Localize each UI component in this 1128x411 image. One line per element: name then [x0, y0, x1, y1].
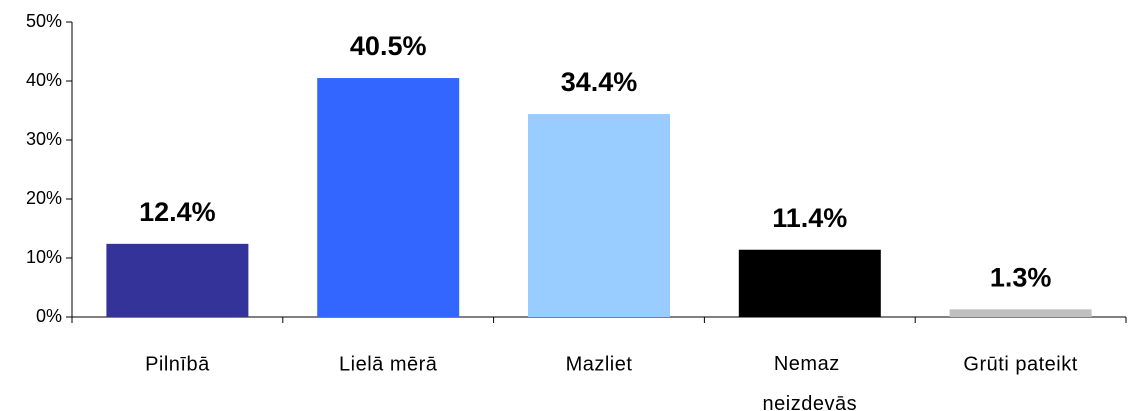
x-tick-label: Mazliet — [566, 353, 633, 375]
y-tick-label: 10% — [26, 247, 62, 267]
y-tick-label: 30% — [26, 129, 62, 149]
y-tick-label: 0% — [36, 306, 62, 326]
value-label: 12.4% — [139, 197, 216, 227]
bar — [528, 114, 670, 317]
bar — [949, 309, 1092, 317]
bar — [738, 249, 881, 317]
bar — [317, 78, 460, 317]
x-tick-label: Grūti pateikt — [963, 353, 1077, 375]
y-tick-label: 20% — [26, 188, 62, 208]
x-tick-label: Nemaz neizdevās — [763, 353, 858, 411]
y-tick-label: 50% — [26, 11, 62, 31]
bar — [106, 243, 249, 317]
x-tick-label: Pilnībā — [145, 353, 210, 375]
value-label: 11.4% — [772, 203, 847, 233]
value-label: 1.3% — [990, 262, 1052, 292]
y-tick-label: 40% — [26, 70, 62, 90]
x-tick-label: Lielā mērā — [339, 353, 438, 375]
value-label: 40.5% — [350, 31, 427, 61]
value-label: 34.4% — [561, 67, 638, 97]
